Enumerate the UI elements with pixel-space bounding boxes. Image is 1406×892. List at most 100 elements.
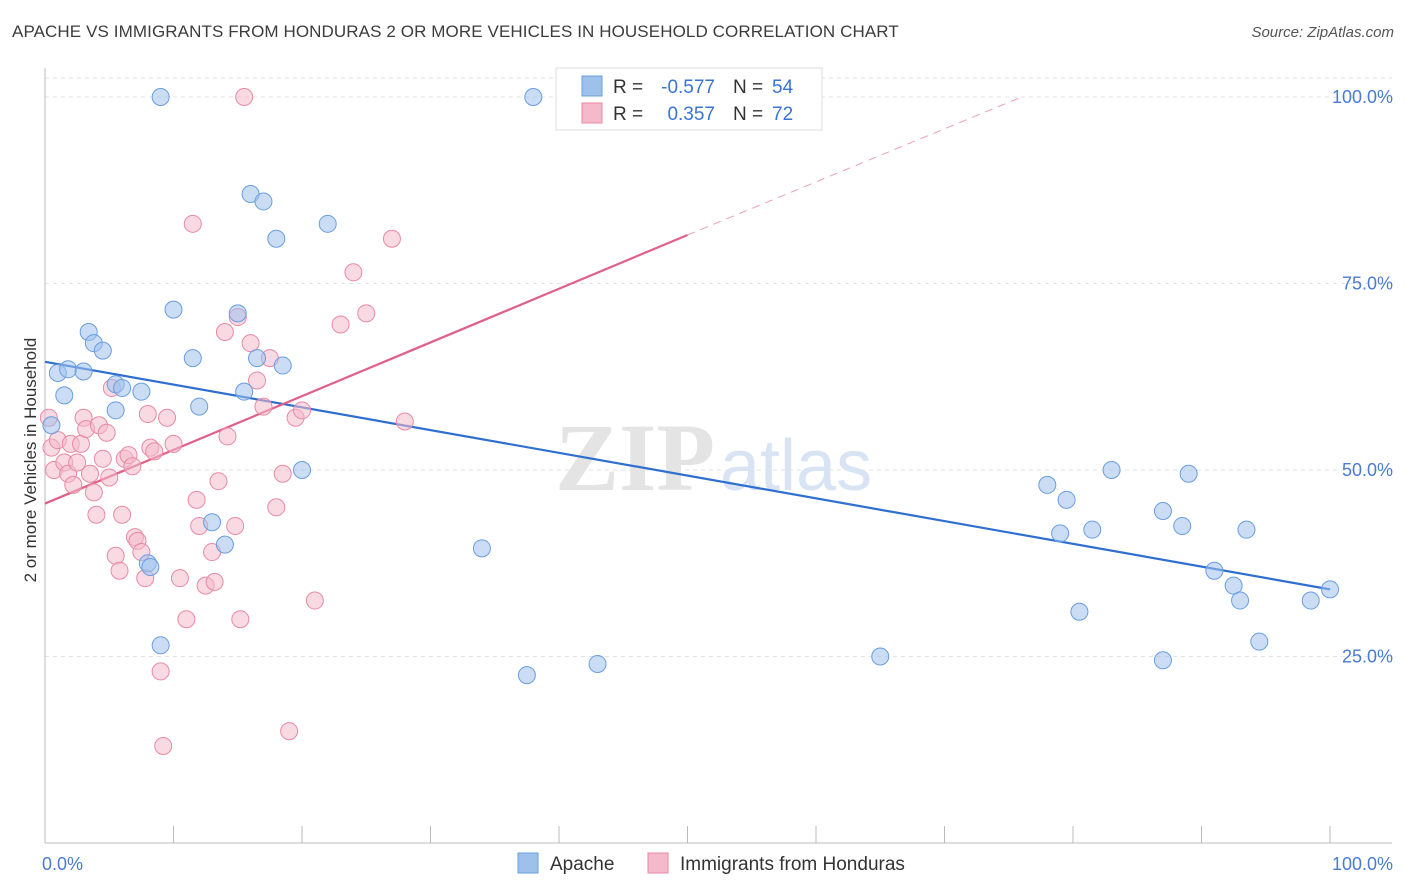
point-s0-27 (273, 356, 292, 375)
point-s0-31 (517, 666, 536, 685)
point-s1-38 (177, 610, 196, 629)
x-tick-labels: 0.0% 100.0% (42, 854, 1393, 874)
point-s0-16 (164, 300, 183, 319)
watermark: ZIP atlas (555, 404, 872, 511)
point-s1-63 (344, 263, 363, 282)
point-s0-47 (1231, 591, 1250, 610)
point-s1-48 (226, 516, 245, 535)
point-s0-10 (113, 378, 132, 397)
point-s1-25 (123, 457, 142, 476)
y-axis-label: 2 or more Vehicles in Household (21, 338, 40, 583)
y-tick-label: 25.0% (1342, 647, 1393, 667)
legend-swatch-0 (581, 75, 603, 97)
point-s0-29 (318, 214, 337, 233)
point-s0-50 (1301, 591, 1320, 610)
point-s0-4 (74, 362, 93, 381)
watermark-atlas: atlas (720, 426, 872, 506)
point-s1-13 (84, 483, 103, 502)
point-s0-19 (203, 513, 222, 532)
legend-n-value: 54 (772, 77, 794, 98)
point-s1-14 (87, 505, 106, 524)
point-s1-8 (68, 453, 87, 472)
trendlines (44, 96, 1331, 591)
point-s1-52 (241, 334, 260, 353)
legend-n-label: N = (733, 77, 763, 98)
point-s1-7 (64, 475, 83, 494)
point-s0-30 (472, 539, 491, 558)
point-s0-45 (1205, 561, 1224, 580)
legend-n-value: 72 (772, 104, 793, 125)
point-s0-22 (235, 382, 254, 401)
point-s0-21 (228, 304, 247, 323)
point-s1-40 (187, 490, 206, 509)
legend: R = -0.577 N = 54 R = 0.357 N = 72 (555, 67, 823, 131)
point-s0-26 (267, 229, 286, 248)
point-s1-9 (71, 434, 90, 453)
legend-r-value: 0.357 (667, 104, 715, 125)
axes (44, 68, 1392, 844)
point-s1-21 (110, 561, 129, 580)
point-s1-57 (273, 464, 292, 483)
point-s1-50 (231, 610, 250, 629)
point-s0-3 (59, 360, 78, 379)
point-s1-65 (382, 229, 401, 248)
point-s0-18 (190, 397, 209, 416)
point-s0-46 (1224, 576, 1243, 595)
point-s1-39 (183, 214, 202, 233)
point-s0-35 (1038, 475, 1057, 494)
point-s1-20 (106, 546, 125, 565)
point-s0-39 (1083, 520, 1102, 539)
point-s1-17 (97, 423, 116, 442)
point-s1-12 (80, 464, 99, 483)
point-s0-14 (151, 636, 170, 655)
point-s0-32 (524, 88, 543, 106)
point-s1-61 (305, 591, 324, 610)
point-s0-36 (1051, 524, 1070, 543)
point-s0-40 (1102, 461, 1121, 479)
point-s0-0 (42, 416, 61, 435)
point-s0-38 (1070, 602, 1089, 621)
point-s0-34 (871, 647, 890, 666)
data-points (39, 88, 1339, 756)
point-s0-13 (141, 557, 160, 576)
legend-r-label: R = (613, 77, 643, 98)
grid (45, 77, 1392, 657)
point-s0-25 (254, 192, 273, 211)
point-s1-32 (145, 442, 164, 461)
bottom-legend-label-0: Apache (550, 854, 614, 875)
point-s1-34 (154, 737, 173, 756)
point-s1-18 (100, 468, 119, 487)
trend-line-ext-1 (687, 96, 1022, 236)
y-tick-labels: 25.0% 50.0% 75.0% 100.0% (1332, 87, 1393, 667)
point-s1-53 (248, 371, 267, 390)
point-s1-44 (205, 572, 224, 591)
point-s0-44 (1179, 464, 1198, 483)
point-s1-54 (254, 397, 273, 416)
point-s1-36 (164, 434, 183, 453)
point-s1-66 (395, 412, 414, 431)
point-s1-22 (113, 505, 132, 524)
point-s0-17 (183, 349, 202, 368)
point-s1-56 (267, 498, 286, 517)
legend-r-value: -0.577 (661, 77, 715, 98)
point-s0-41 (1153, 502, 1172, 521)
point-s0-24 (248, 349, 267, 368)
point-s0-49 (1250, 632, 1269, 651)
point-s0-15 (151, 88, 170, 106)
bottom-legend-swatch-0 (517, 852, 539, 874)
point-s0-7 (93, 341, 112, 360)
point-s0-2 (55, 386, 74, 405)
point-s1-62 (331, 315, 350, 334)
legend-n-label: N = (733, 104, 763, 125)
point-s1-51 (235, 88, 254, 106)
point-s0-48 (1237, 520, 1256, 539)
y-tick-label: 100.0% (1332, 87, 1393, 107)
source-label: Source: ZipAtlas.com (1251, 24, 1394, 41)
x-tick-label-end: 100.0% (1332, 854, 1393, 874)
point-s1-35 (158, 408, 177, 427)
chart-title: APACHE VS IMMIGRANTS FROM HONDURAS 2 OR … (12, 22, 899, 41)
bottom-legend[interactable]: Apache Immigrants from Honduras (517, 852, 905, 875)
point-s1-45 (209, 472, 228, 491)
legend-swatch-1 (581, 102, 603, 124)
